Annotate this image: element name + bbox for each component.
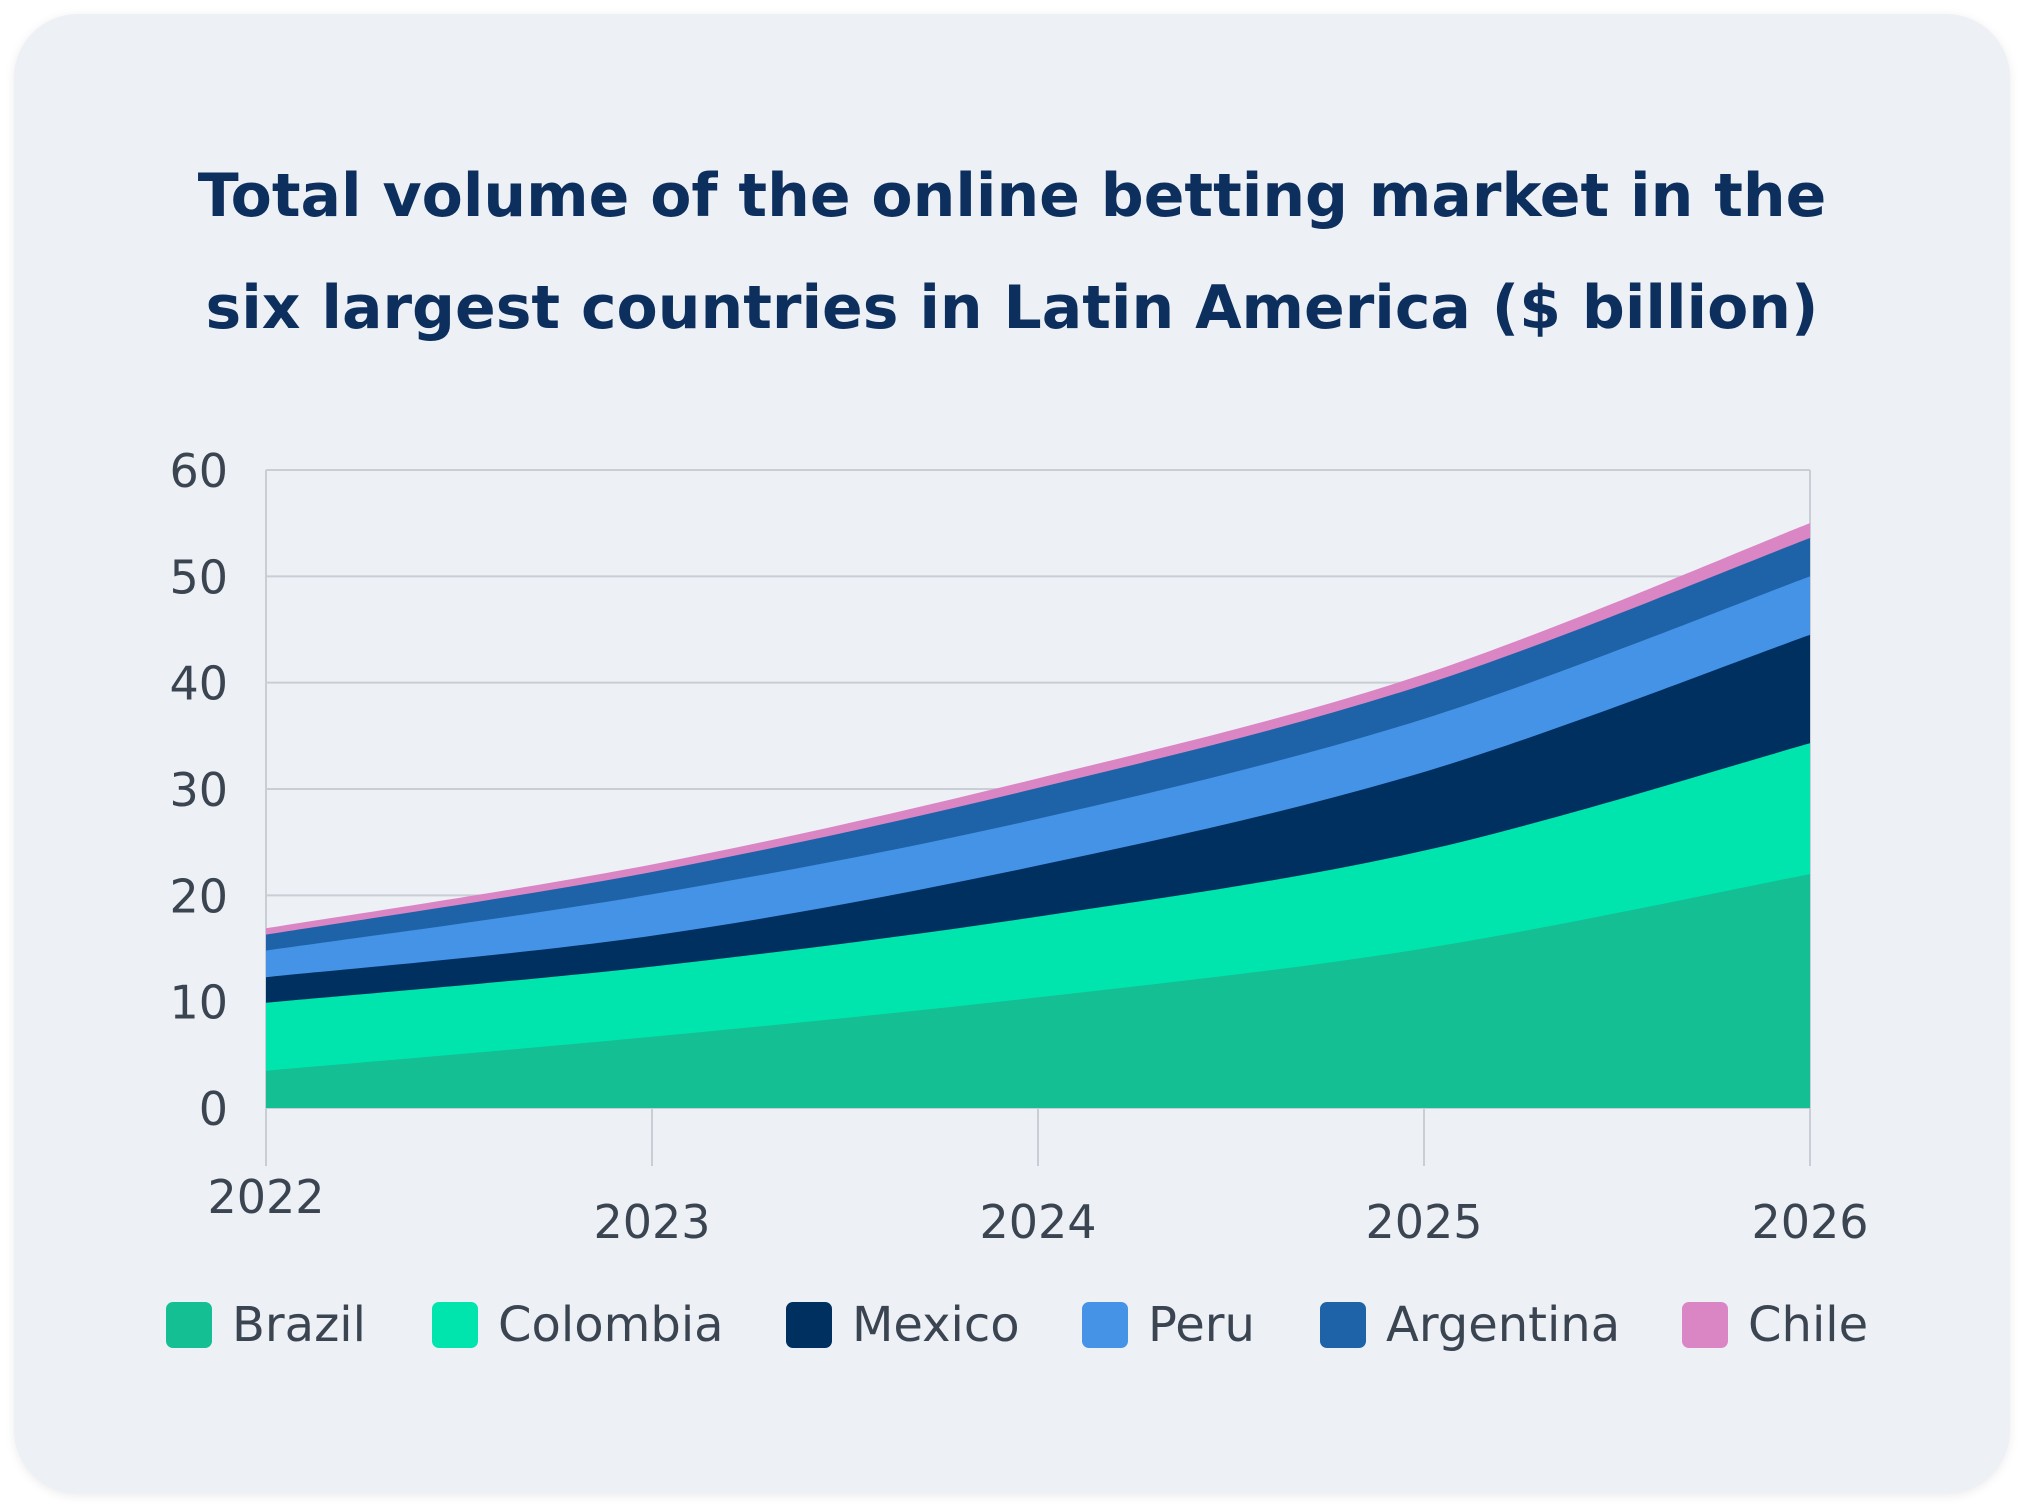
chart-title-line-2: six largest countries in Latin America (…: [205, 273, 1819, 343]
x-tick-label: 2024: [979, 1195, 1096, 1249]
legend-label: Colombia: [498, 1297, 724, 1353]
legend-swatch: [166, 1302, 212, 1348]
y-tick-label: 0: [199, 1082, 228, 1136]
x-tick-label: 2025: [1365, 1195, 1482, 1249]
legend-item-mexico: Mexico: [786, 1290, 1020, 1360]
legend-item-argentina: Argentina: [1320, 1290, 1620, 1360]
y-tick-label: 40: [169, 657, 228, 711]
area-layer: [266, 523, 1810, 1108]
x-tick-label: 2023: [593, 1195, 710, 1249]
legend-label: Peru: [1148, 1297, 1255, 1353]
y-tick-label: 50: [169, 550, 228, 604]
area-brazil: [266, 874, 1810, 1108]
x-tick-label: 2022: [207, 1170, 324, 1224]
axis-layer: 0 10 20 30 40 50 60 2022 2023 2024 2025 2026: [169, 444, 1868, 1249]
legend-label: Chile: [1748, 1297, 1869, 1353]
legend-swatch: [786, 1302, 832, 1348]
y-tick-label: 20: [169, 869, 228, 923]
legend-item-brazil: Brazil: [166, 1290, 366, 1360]
chart-title: Total volume of the online betting marke…: [0, 140, 2024, 364]
legend-swatch: [1320, 1302, 1366, 1348]
chart-title-line-1: Total volume of the online betting marke…: [197, 161, 1827, 231]
x-tick-label: 2026: [1751, 1195, 1868, 1249]
legend-item-peru: Peru: [1082, 1290, 1255, 1360]
legend-swatch: [432, 1302, 478, 1348]
legend: Brazil Colombia Mexico Peru Argentina Chile: [0, 1290, 2024, 1360]
legend-label: Argentina: [1386, 1297, 1621, 1353]
legend-item-chile: Chile: [1682, 1290, 1868, 1360]
legend-label: Mexico: [852, 1297, 1020, 1353]
y-tick-label: 60: [169, 444, 228, 498]
legend-swatch: [1082, 1302, 1128, 1348]
legend-swatch: [1682, 1302, 1728, 1348]
y-tick-label: 30: [169, 763, 228, 817]
y-tick-label: 10: [169, 976, 228, 1030]
legend-item-colombia: Colombia: [432, 1290, 724, 1360]
legend-label: Brazil: [232, 1297, 366, 1353]
